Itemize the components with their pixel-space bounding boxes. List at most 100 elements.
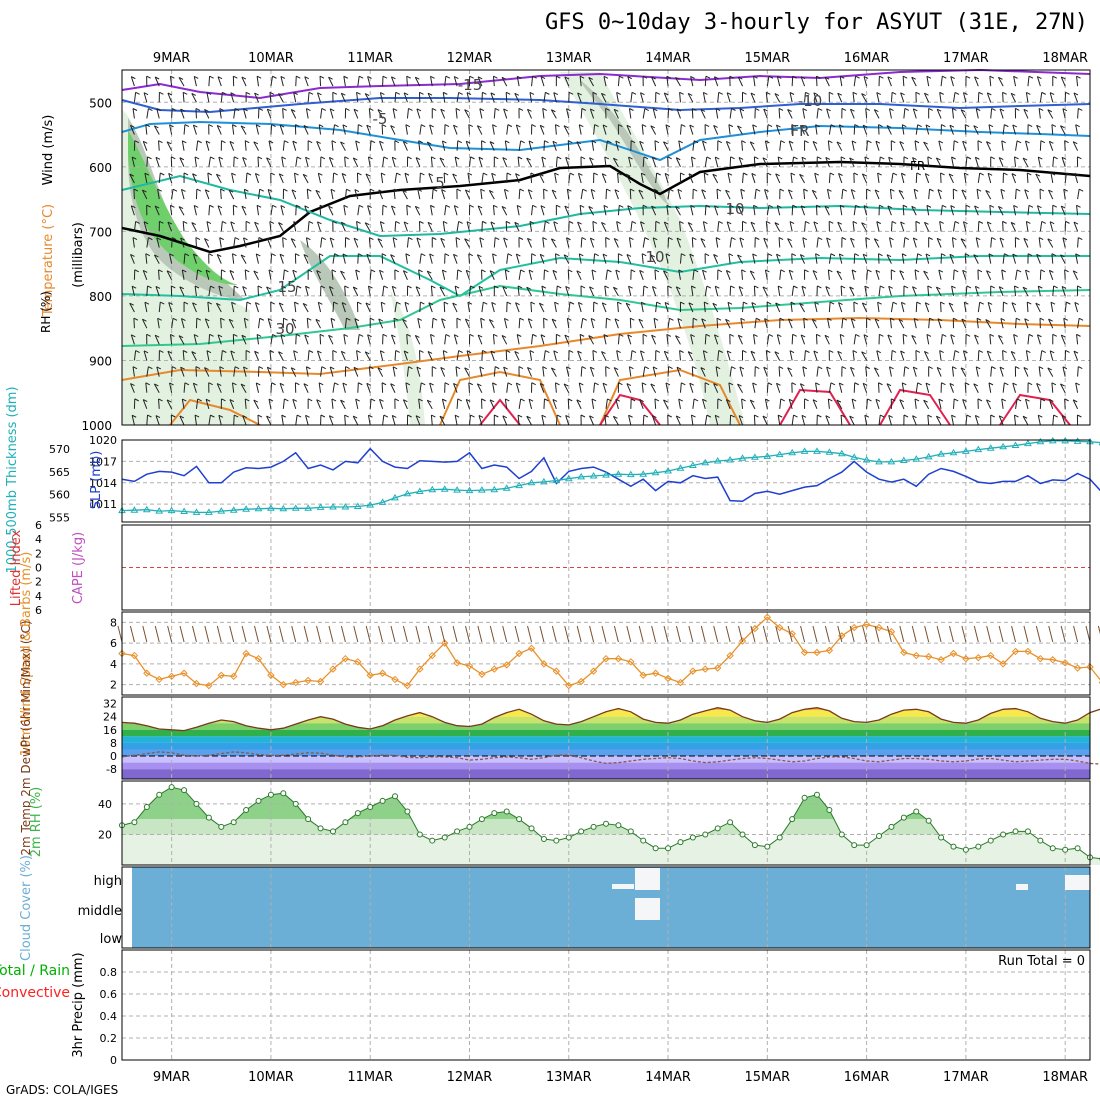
wind-barb [1016, 188, 1021, 192]
wind-barb [950, 76, 955, 79]
wind-barb [441, 189, 446, 200]
wind-barb [915, 172, 918, 183]
wind-barb [815, 253, 818, 264]
wind-barb [862, 124, 868, 135]
wind-barb [839, 253, 844, 257]
wind-barb [651, 334, 657, 345]
wind-barb [987, 302, 992, 313]
wind-barb [729, 333, 734, 337]
wind-speed-point [602, 654, 610, 663]
wind-barb [567, 188, 572, 192]
wind-barb [290, 109, 297, 119]
wind-barb [949, 253, 955, 257]
wind-barb [630, 92, 633, 103]
wind-barb [750, 92, 756, 96]
wind-barb [432, 237, 437, 240]
wind-barb [861, 173, 868, 184]
wind-barb [505, 140, 510, 144]
wind-barb [1025, 221, 1029, 232]
wind-barb [692, 269, 695, 280]
wind-speed-point [974, 653, 983, 662]
wind-barb [379, 269, 384, 273]
wind-barb [490, 221, 495, 232]
wind-barb [343, 76, 346, 87]
wind-barb [416, 108, 421, 119]
wind-barb [333, 172, 338, 176]
wind-barb [307, 350, 310, 361]
wind-barb [514, 351, 520, 361]
wind-barb [975, 108, 979, 119]
wind-barb [1061, 334, 1066, 338]
wind-barb [456, 269, 459, 280]
wind-barb [403, 350, 408, 361]
wind-barb [613, 367, 619, 370]
wind-barb [383, 285, 389, 289]
wind-barb [915, 220, 921, 224]
wind-barb [592, 91, 598, 95]
wind-barb [456, 140, 459, 151]
wind-barb [828, 398, 833, 402]
wind-barb [936, 237, 942, 241]
wind-barb [368, 237, 371, 248]
wind-barb [601, 351, 606, 354]
wind-barb [803, 189, 806, 200]
wind-barb [590, 318, 596, 321]
wind-barb [332, 253, 336, 264]
wind-barb [602, 382, 608, 386]
wind-barb [627, 205, 632, 209]
wind-barb [715, 108, 721, 111]
wind-barb [369, 366, 374, 370]
wind-barb [741, 269, 746, 273]
wind-barb [940, 172, 945, 176]
wind-barb [530, 301, 536, 305]
wind-barb [427, 270, 432, 274]
wind-barb [158, 398, 160, 409]
wind-speed-point [1049, 656, 1057, 664]
wind-barb [576, 270, 582, 280]
wind-barb [366, 383, 371, 393]
wind-barb [853, 124, 856, 135]
wind-barb [520, 269, 525, 273]
wind-barb [625, 173, 631, 177]
wind-barb [380, 92, 385, 95]
wind-barb [540, 334, 545, 345]
wind-barb [568, 398, 573, 402]
pressure-tick-label: 800 [89, 290, 112, 304]
wind-barb [147, 414, 152, 418]
wind-barb [926, 204, 932, 208]
rh-point [491, 810, 498, 817]
wind-barb [421, 124, 426, 128]
wind-barb [292, 398, 298, 402]
wind-barb [470, 285, 475, 289]
wind-barb [677, 318, 681, 329]
surface-wind-barb [936, 625, 942, 643]
surface-wind-barb [204, 625, 210, 643]
wind-barb [544, 140, 549, 144]
wind-barb [1004, 124, 1009, 128]
cloud-level-label: middle [78, 904, 122, 919]
wind-barb [197, 269, 202, 273]
wind-barb [427, 92, 433, 103]
wind-barb [976, 189, 979, 200]
wind-barb [442, 92, 446, 103]
wind-barb [421, 382, 426, 386]
wind-barb [855, 204, 860, 208]
wind-barb [892, 172, 898, 176]
wind-barb [328, 205, 333, 209]
wind-barb [564, 76, 570, 87]
wind-barb [216, 173, 221, 177]
wind-barb [1015, 366, 1020, 370]
wind-barb [344, 318, 347, 329]
wind-barb [704, 301, 709, 305]
wind-barb [428, 173, 434, 177]
wind-barb [616, 350, 621, 354]
wind-barb [879, 75, 884, 79]
wind-barb [566, 366, 571, 370]
wind-barb [903, 366, 906, 377]
wind-barb [159, 220, 164, 224]
wind-barb [841, 107, 847, 111]
wind-barb [443, 350, 448, 353]
wind-barb [1061, 415, 1067, 418]
wind-barb [193, 205, 197, 216]
wind-barb [527, 367, 532, 377]
